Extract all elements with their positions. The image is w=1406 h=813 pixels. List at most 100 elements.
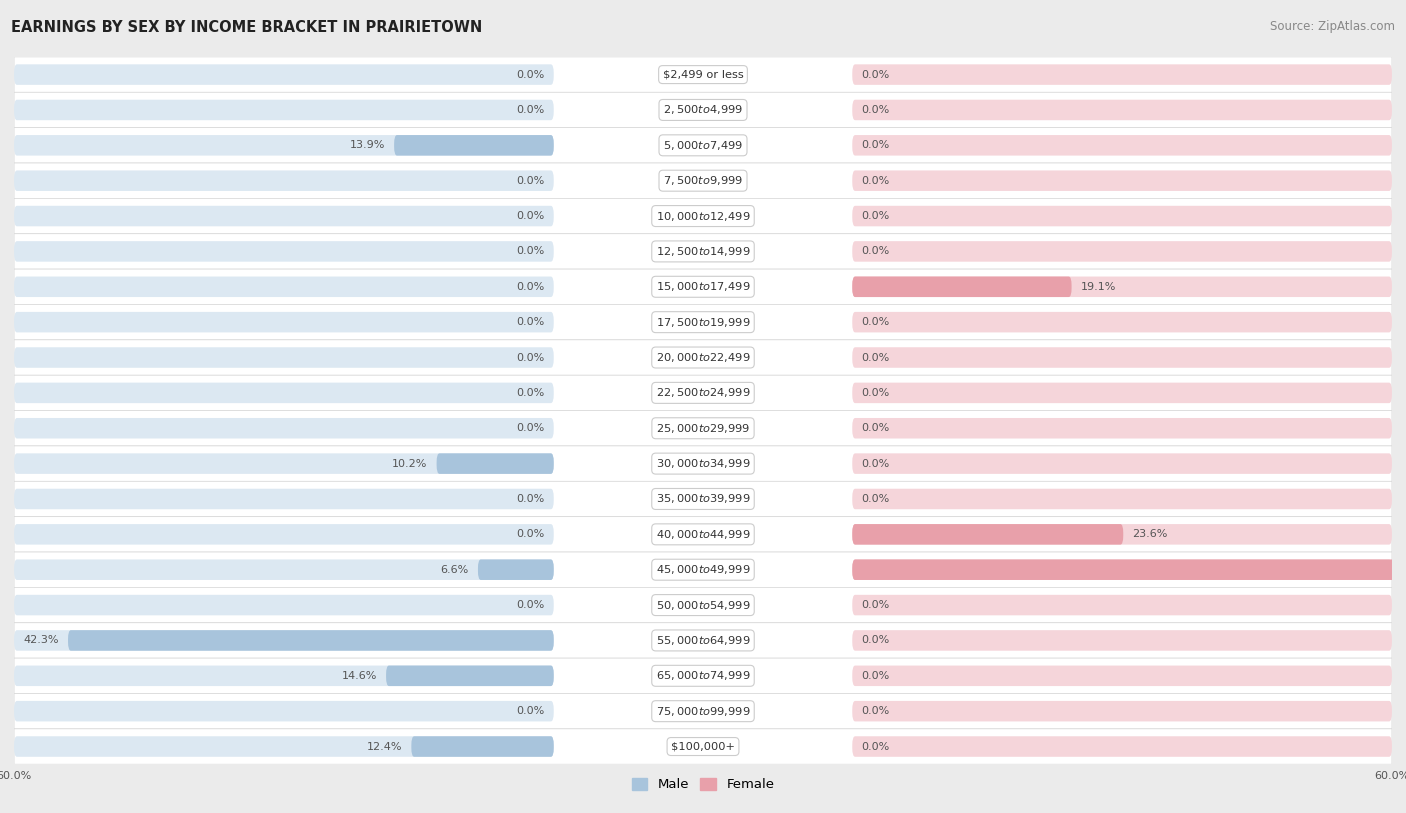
Text: 0.0%: 0.0%: [516, 424, 544, 433]
Text: $20,000 to $22,499: $20,000 to $22,499: [655, 351, 751, 364]
FancyBboxPatch shape: [852, 276, 1071, 297]
FancyBboxPatch shape: [14, 454, 554, 474]
FancyBboxPatch shape: [852, 241, 1392, 262]
FancyBboxPatch shape: [14, 347, 554, 367]
Text: $10,000 to $12,499: $10,000 to $12,499: [655, 210, 751, 223]
FancyBboxPatch shape: [852, 135, 1392, 155]
FancyBboxPatch shape: [14, 312, 554, 333]
FancyBboxPatch shape: [852, 630, 1392, 650]
FancyBboxPatch shape: [14, 489, 554, 509]
Text: $35,000 to $39,999: $35,000 to $39,999: [655, 493, 751, 506]
FancyBboxPatch shape: [852, 559, 1392, 580]
FancyBboxPatch shape: [14, 276, 554, 297]
FancyBboxPatch shape: [14, 693, 1392, 729]
Text: 0.0%: 0.0%: [516, 282, 544, 292]
FancyBboxPatch shape: [14, 446, 1392, 481]
Text: 0.0%: 0.0%: [862, 317, 890, 327]
Text: $25,000 to $29,999: $25,000 to $29,999: [655, 422, 751, 435]
Text: 0.0%: 0.0%: [516, 494, 544, 504]
FancyBboxPatch shape: [14, 630, 554, 650]
Text: 0.0%: 0.0%: [516, 529, 544, 539]
FancyBboxPatch shape: [852, 100, 1392, 120]
FancyBboxPatch shape: [14, 701, 554, 721]
FancyBboxPatch shape: [14, 659, 1392, 693]
Text: $22,500 to $24,999: $22,500 to $24,999: [655, 386, 751, 399]
FancyBboxPatch shape: [394, 135, 554, 155]
Text: 0.0%: 0.0%: [516, 105, 544, 115]
Text: $65,000 to $74,999: $65,000 to $74,999: [655, 669, 751, 682]
FancyBboxPatch shape: [852, 312, 1392, 333]
Text: 0.0%: 0.0%: [862, 459, 890, 468]
FancyBboxPatch shape: [14, 198, 1392, 234]
FancyBboxPatch shape: [14, 241, 554, 262]
FancyBboxPatch shape: [852, 737, 1392, 757]
Text: 0.0%: 0.0%: [516, 706, 544, 716]
Text: 0.0%: 0.0%: [516, 353, 544, 363]
Text: $15,000 to $17,499: $15,000 to $17,499: [655, 280, 751, 293]
Text: $7,500 to $9,999: $7,500 to $9,999: [664, 174, 742, 187]
FancyBboxPatch shape: [14, 375, 1392, 411]
FancyBboxPatch shape: [852, 276, 1392, 297]
FancyBboxPatch shape: [852, 64, 1392, 85]
Text: $75,000 to $99,999: $75,000 to $99,999: [655, 705, 751, 718]
FancyBboxPatch shape: [14, 206, 554, 226]
FancyBboxPatch shape: [14, 587, 1392, 623]
Text: 0.0%: 0.0%: [862, 246, 890, 256]
FancyBboxPatch shape: [14, 729, 1392, 764]
Text: 0.0%: 0.0%: [862, 353, 890, 363]
FancyBboxPatch shape: [14, 92, 1392, 128]
Text: $100,000+: $100,000+: [671, 741, 735, 751]
Text: 0.0%: 0.0%: [516, 70, 544, 80]
Text: 0.0%: 0.0%: [516, 246, 544, 256]
Text: $45,000 to $49,999: $45,000 to $49,999: [655, 563, 751, 576]
Text: $5,000 to $7,499: $5,000 to $7,499: [664, 139, 742, 152]
FancyBboxPatch shape: [14, 100, 554, 120]
Text: $50,000 to $54,999: $50,000 to $54,999: [655, 598, 751, 611]
FancyBboxPatch shape: [14, 234, 1392, 269]
FancyBboxPatch shape: [14, 269, 1392, 304]
Text: 0.0%: 0.0%: [516, 317, 544, 327]
FancyBboxPatch shape: [437, 454, 554, 474]
Text: 0.0%: 0.0%: [862, 70, 890, 80]
Text: 0.0%: 0.0%: [862, 706, 890, 716]
FancyBboxPatch shape: [387, 666, 554, 686]
FancyBboxPatch shape: [14, 552, 1392, 587]
Text: 14.6%: 14.6%: [342, 671, 377, 680]
FancyBboxPatch shape: [852, 524, 1123, 545]
FancyBboxPatch shape: [14, 64, 554, 85]
FancyBboxPatch shape: [852, 454, 1392, 474]
Text: 0.0%: 0.0%: [516, 211, 544, 221]
Text: $55,000 to $64,999: $55,000 to $64,999: [655, 634, 751, 647]
FancyBboxPatch shape: [14, 135, 554, 155]
Text: 0.0%: 0.0%: [862, 636, 890, 646]
Text: 12.4%: 12.4%: [367, 741, 402, 751]
Text: $2,499 or less: $2,499 or less: [662, 70, 744, 80]
FancyBboxPatch shape: [478, 559, 554, 580]
FancyBboxPatch shape: [14, 171, 554, 191]
FancyBboxPatch shape: [852, 559, 1406, 580]
FancyBboxPatch shape: [14, 304, 1392, 340]
Text: 0.0%: 0.0%: [516, 600, 544, 610]
FancyBboxPatch shape: [14, 517, 1392, 552]
Text: EARNINGS BY SEX BY INCOME BRACKET IN PRAIRIETOWN: EARNINGS BY SEX BY INCOME BRACKET IN PRA…: [11, 20, 482, 35]
FancyBboxPatch shape: [852, 524, 1392, 545]
Text: 0.0%: 0.0%: [862, 741, 890, 751]
Text: 0.0%: 0.0%: [516, 176, 544, 185]
FancyBboxPatch shape: [852, 595, 1392, 615]
Text: $2,500 to $4,999: $2,500 to $4,999: [664, 103, 742, 116]
Text: $40,000 to $44,999: $40,000 to $44,999: [655, 528, 751, 541]
FancyBboxPatch shape: [852, 666, 1392, 686]
FancyBboxPatch shape: [14, 128, 1392, 163]
Text: $17,500 to $19,999: $17,500 to $19,999: [655, 315, 751, 328]
Text: 0.0%: 0.0%: [862, 211, 890, 221]
FancyBboxPatch shape: [14, 666, 554, 686]
FancyBboxPatch shape: [412, 737, 554, 757]
FancyBboxPatch shape: [14, 524, 554, 545]
FancyBboxPatch shape: [852, 347, 1392, 367]
FancyBboxPatch shape: [852, 489, 1392, 509]
FancyBboxPatch shape: [852, 383, 1392, 403]
FancyBboxPatch shape: [852, 206, 1392, 226]
FancyBboxPatch shape: [14, 737, 554, 757]
Text: 0.0%: 0.0%: [862, 671, 890, 680]
Text: 0.0%: 0.0%: [862, 600, 890, 610]
